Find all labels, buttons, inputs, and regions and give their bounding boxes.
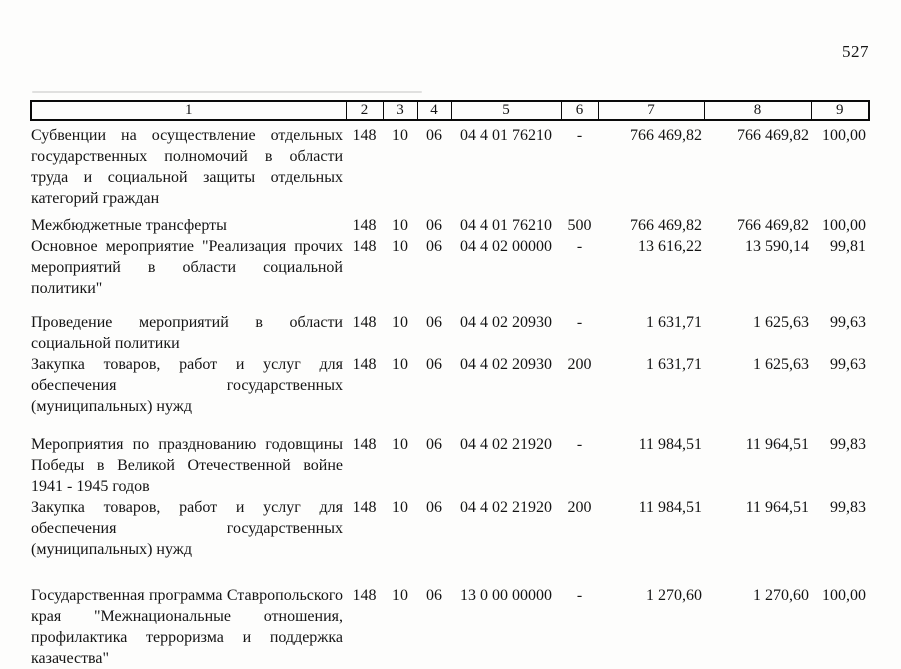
cell-value: 500 — [567, 217, 592, 234]
cell-value: 766 469,82 — [737, 127, 809, 144]
cell-value: 10 — [392, 356, 408, 373]
cell-value: 04 4 02 21920 — [460, 436, 552, 453]
cell-value: 11 964,51 — [745, 436, 809, 453]
cell-value: 04 4 01 76210 — [460, 217, 552, 234]
cell-value: 1 270,60 — [753, 587, 809, 604]
cell-value: 1 625,63 — [753, 356, 809, 373]
cell-value: 10 — [392, 314, 408, 331]
cell-value: 10 — [392, 217, 408, 234]
cell-value: - — [576, 238, 583, 255]
cell-value: 11 964,51 — [745, 499, 809, 516]
cell-value: 10 — [392, 127, 408, 144]
cell-value: 11 984,51 — [638, 499, 702, 516]
table-body: Субвенции на осуществление отдельных гос… — [31, 120, 869, 669]
cell-value: 10 — [392, 436, 408, 453]
cell-value: 11 984,51 — [638, 436, 702, 453]
cell-value: 148 — [352, 217, 377, 234]
table-row: Межбюджетные трансферты 148 10 06 04 4 01 76… — [31, 209, 869, 236]
column-header: 2 — [345, 100, 384, 121]
cell-value: 13 616,22 — [638, 238, 702, 255]
cell-value: 04 4 02 20930 — [460, 314, 552, 331]
cell-value: - — [576, 314, 583, 331]
cell-value: 10 — [392, 238, 408, 255]
table-row: Проведение мероприятий в области социаль… — [31, 299, 869, 354]
cell-value: 06 — [426, 127, 442, 144]
cell-value: 1 625,63 — [753, 314, 809, 331]
cell-item-name: Закупка товаров, работ и услуг для обесп… — [31, 356, 343, 415]
cell-value: 1 270,60 — [646, 587, 702, 604]
table-row: Закупка товаров, работ и услуг для обесп… — [31, 497, 869, 560]
cell-value: 1 631,71 — [646, 356, 702, 373]
column-header: 7 — [597, 100, 705, 121]
cell-value: 148 — [352, 127, 377, 144]
cell-item-name: Закупка товаров, работ и услуг для обесп… — [31, 499, 343, 558]
scan-artifact-line — [32, 91, 422, 93]
cell-value: 148 — [352, 587, 377, 604]
cell-value: 99,63 — [830, 314, 866, 331]
cell-value: 06 — [426, 356, 442, 373]
cell-value: 99,83 — [830, 499, 866, 516]
table-row: Субвенции на осуществление отдельных гос… — [31, 120, 869, 209]
cell-item-name: Проведение мероприятий в области социаль… — [31, 314, 343, 352]
cell-value: 06 — [426, 499, 442, 516]
cell-value: 148 — [352, 238, 377, 255]
cell-value: 100,00 — [822, 217, 866, 234]
cell-value: 04 4 02 00000 — [460, 238, 552, 255]
cell-value: 148 — [352, 314, 377, 331]
cell-value: 766 469,82 — [737, 217, 809, 234]
cell-value: 06 — [426, 587, 442, 604]
cell-value: 99,81 — [830, 238, 866, 255]
cell-value: 06 — [426, 436, 442, 453]
table-row: Мероприятия по празднованию годовщины По… — [31, 417, 869, 497]
cell-value: 100,00 — [822, 127, 866, 144]
cell-value: 1 631,71 — [646, 314, 702, 331]
cell-value: 148 — [352, 356, 377, 373]
cell-item-name: Межбюджетные трансферты — [31, 217, 227, 234]
cell-value: - — [576, 436, 583, 453]
cell-value: 100,00 — [822, 587, 866, 604]
cell-value: 06 — [426, 238, 442, 255]
table-row: Основное мероприятие "Реализация прочих … — [31, 236, 869, 299]
cell-value: - — [576, 127, 583, 144]
cell-value: 04 4 02 20930 — [460, 356, 552, 373]
cell-value: - — [576, 587, 583, 604]
cell-item-name: Мероприятия по празднованию годовщины По… — [31, 436, 343, 495]
cell-value: 10 — [392, 587, 408, 604]
column-header: 5 — [450, 100, 562, 121]
column-header: 8 — [703, 100, 812, 121]
column-header: 4 — [416, 100, 452, 121]
cell-value: 200 — [567, 356, 592, 373]
cell-value: 06 — [426, 314, 442, 331]
cell-value: 766 469,82 — [630, 217, 702, 234]
cell-value: 04 4 02 21920 — [460, 499, 552, 516]
column-header: 6 — [560, 100, 599, 121]
cell-value: 13 0 00 00000 — [460, 587, 552, 604]
cell-value: 06 — [426, 217, 442, 234]
column-header: 9 — [810, 100, 870, 121]
cell-value: 148 — [352, 436, 377, 453]
page-number: 527 — [842, 42, 869, 61]
cell-value: 04 4 01 76210 — [460, 127, 552, 144]
column-header: 3 — [382, 100, 418, 121]
cell-value: 99,83 — [830, 436, 866, 453]
cell-item-name: Субвенции на осуществление отдельных гос… — [31, 127, 343, 207]
column-header: 1 — [30, 100, 347, 121]
cell-value: 10 — [392, 499, 408, 516]
cell-value: 200 — [567, 499, 592, 516]
cell-item-name: Государственная программа Ставропольског… — [31, 587, 343, 667]
table-row: Государственная программа Ставропольског… — [31, 560, 869, 669]
cell-value: 766 469,82 — [630, 127, 702, 144]
cell-item-name: Основное мероприятие "Реализация прочих … — [31, 238, 343, 297]
cell-value: 99,63 — [830, 356, 866, 373]
cell-value: 148 — [352, 499, 377, 516]
table-row: Закупка товаров, работ и услуг для обесп… — [31, 354, 869, 417]
cell-value: 13 590,14 — [745, 238, 809, 255]
